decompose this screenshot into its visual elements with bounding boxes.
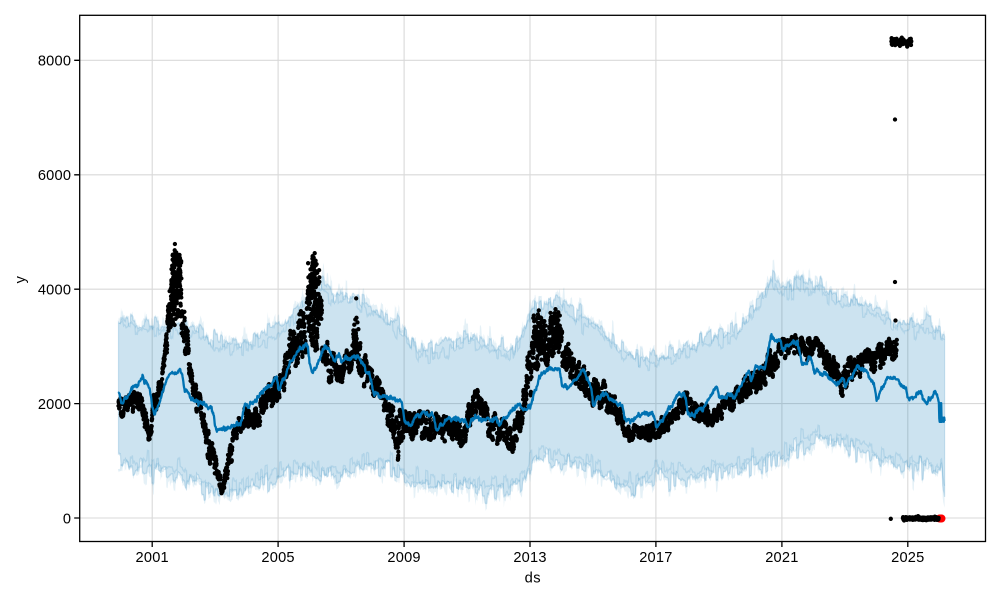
svg-text:2021: 2021 <box>765 550 798 566</box>
svg-text:2009: 2009 <box>387 550 420 566</box>
svg-text:2005: 2005 <box>261 550 294 566</box>
svg-text:8000: 8000 <box>38 54 71 70</box>
svg-text:2017: 2017 <box>639 550 672 566</box>
svg-text:0: 0 <box>63 511 71 527</box>
svg-text:4000: 4000 <box>38 283 71 299</box>
svg-text:2025: 2025 <box>891 550 924 566</box>
svg-text:y: y <box>13 275 29 283</box>
svg-text:2001: 2001 <box>136 550 169 566</box>
svg-text:2013: 2013 <box>513 550 546 566</box>
svg-text:ds: ds <box>525 570 541 586</box>
svg-text:6000: 6000 <box>38 168 71 184</box>
svg-text:2000: 2000 <box>38 397 71 413</box>
